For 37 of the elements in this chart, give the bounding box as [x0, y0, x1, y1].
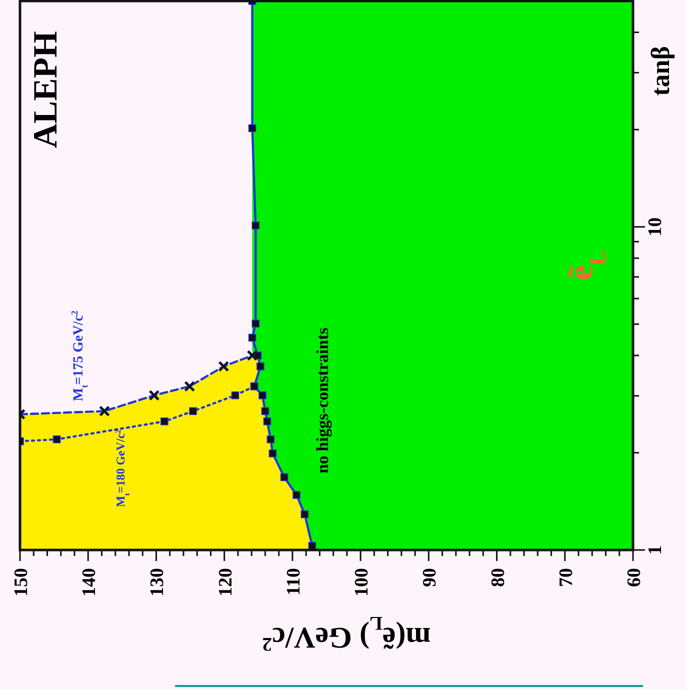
annotation: ALEPH [28, 31, 65, 148]
x-tick-label: 90 [420, 568, 441, 587]
x-tick-label: 130 [147, 568, 168, 596]
point [263, 418, 272, 426]
y-tick-label: 1 [645, 545, 666, 555]
y-tick-label: 10 [645, 217, 666, 236]
annotation: no higgs-constraints [313, 327, 332, 474]
point [160, 418, 168, 426]
x-tick-label: 120 [215, 568, 236, 596]
point [189, 407, 197, 416]
point [248, 334, 256, 342]
point [52, 435, 61, 444]
x-tick-label: 80 [488, 568, 509, 587]
point [184, 381, 195, 392]
x-tick-label: 100 [352, 568, 373, 596]
x-tick-label: 110 [283, 568, 304, 596]
point [99, 406, 110, 416]
x-tick-label: 70 [556, 568, 577, 587]
point [256, 362, 264, 370]
point [280, 473, 288, 482]
point [252, 320, 260, 328]
point [247, 350, 258, 361]
y-axis-title: tanβ [646, 46, 675, 96]
point [218, 361, 229, 372]
point [266, 435, 275, 444]
point [268, 450, 277, 458]
point [300, 510, 309, 518]
point [258, 391, 266, 400]
point [252, 222, 260, 230]
x-tick-label: 140 [79, 568, 100, 596]
x-tick-label: 60 [624, 568, 645, 587]
point [261, 407, 270, 416]
point [292, 491, 300, 499]
x-tick-label: 150 [11, 568, 32, 596]
point [148, 390, 160, 401]
point [231, 391, 240, 400]
point [248, 124, 256, 132]
